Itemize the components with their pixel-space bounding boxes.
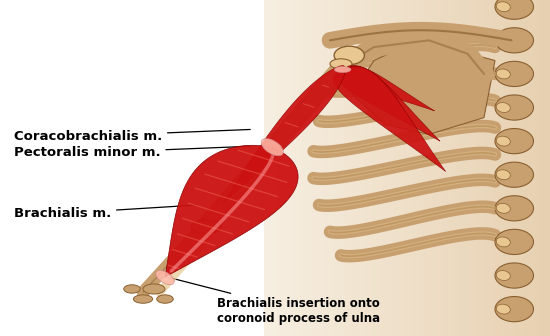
- Text: Coracobrachialis m.: Coracobrachialis m.: [14, 129, 250, 142]
- Polygon shape: [333, 67, 446, 171]
- Polygon shape: [340, 66, 434, 111]
- Ellipse shape: [261, 138, 283, 156]
- Ellipse shape: [496, 237, 510, 247]
- Ellipse shape: [495, 61, 534, 87]
- Ellipse shape: [495, 196, 534, 221]
- Ellipse shape: [495, 95, 534, 120]
- Ellipse shape: [330, 59, 352, 69]
- FancyBboxPatch shape: [0, 0, 264, 336]
- Polygon shape: [337, 66, 440, 141]
- Ellipse shape: [496, 136, 510, 146]
- Ellipse shape: [143, 284, 165, 294]
- Ellipse shape: [334, 46, 364, 65]
- Polygon shape: [352, 40, 495, 134]
- Ellipse shape: [495, 297, 534, 322]
- Ellipse shape: [156, 270, 174, 285]
- Ellipse shape: [157, 295, 173, 303]
- Ellipse shape: [496, 35, 510, 45]
- Ellipse shape: [133, 295, 153, 303]
- Ellipse shape: [496, 69, 510, 79]
- Ellipse shape: [495, 28, 534, 53]
- Ellipse shape: [496, 304, 510, 314]
- Ellipse shape: [496, 170, 510, 180]
- Ellipse shape: [495, 129, 534, 154]
- Ellipse shape: [495, 0, 534, 19]
- Ellipse shape: [334, 67, 351, 73]
- Polygon shape: [165, 145, 298, 277]
- Text: Pectoralis minor m.: Pectoralis minor m.: [14, 146, 250, 159]
- Polygon shape: [223, 66, 345, 203]
- Ellipse shape: [496, 270, 510, 281]
- Ellipse shape: [495, 162, 534, 187]
- Ellipse shape: [495, 263, 534, 288]
- Ellipse shape: [496, 203, 510, 213]
- Ellipse shape: [124, 285, 140, 293]
- Ellipse shape: [191, 220, 221, 234]
- Ellipse shape: [495, 229, 534, 255]
- Text: Brachialis m.: Brachialis m.: [14, 205, 195, 220]
- Text: Brachialis insertion onto
coronoid process of ulna: Brachialis insertion onto coronoid proce…: [170, 278, 381, 325]
- Ellipse shape: [496, 102, 510, 113]
- Ellipse shape: [496, 2, 510, 12]
